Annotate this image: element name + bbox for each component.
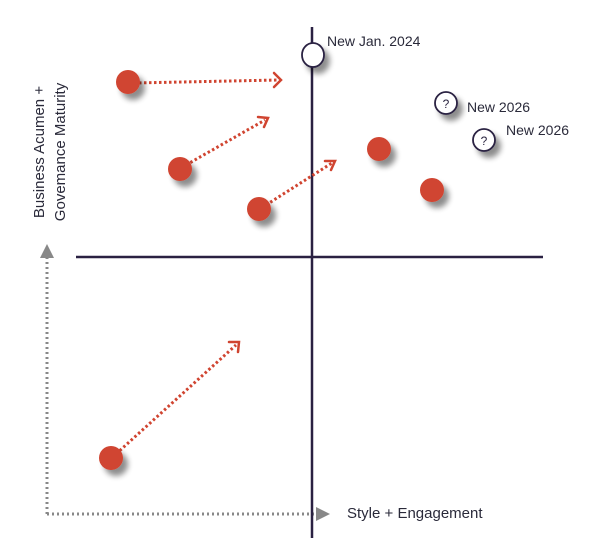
x-guide-arrowhead-icon	[316, 507, 330, 521]
guide-axes	[45, 256, 316, 516]
arrowhead-icon	[323, 159, 337, 172]
arrowhead-icon	[227, 340, 241, 354]
new-2026-label: New 2026	[467, 99, 530, 115]
movement-arrow	[265, 161, 333, 207]
member-dot	[367, 137, 391, 161]
member-dot	[99, 446, 123, 470]
member-dot	[247, 197, 271, 221]
member-dot	[420, 178, 444, 202]
future-member-circle	[472, 128, 496, 152]
movement-arrow	[114, 343, 238, 456]
y-guide-arrowhead-icon	[40, 244, 54, 258]
new-jan-2024-label: New Jan. 2024	[327, 33, 421, 49]
movement-arrow	[185, 118, 266, 167]
member-dot	[116, 70, 140, 94]
member-dot	[168, 157, 192, 181]
arrowhead-icon	[272, 71, 283, 89]
new-member-circle	[301, 42, 325, 68]
new-2026-label: New 2026	[506, 122, 569, 138]
future-member-circle	[434, 91, 458, 115]
y-axis-label-line2: Govemance Maturity	[52, 82, 69, 221]
question-mark: ?	[443, 97, 450, 111]
y-axis-label-line1: Business Acumen +	[31, 86, 48, 218]
movement-arrow	[133, 78, 279, 85]
arrowhead-icon	[256, 115, 270, 129]
x-axis-label: Style + Engagement	[347, 505, 483, 522]
question-mark: ?	[481, 134, 488, 148]
